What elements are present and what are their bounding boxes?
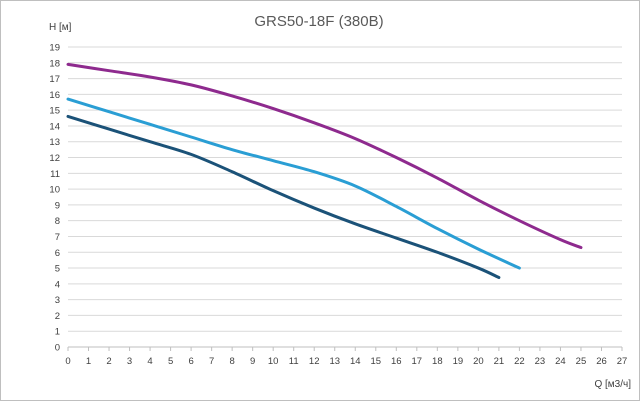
x-tick-label: 6 — [188, 356, 193, 367]
x-tick-label: 4 — [147, 356, 152, 367]
x-tick-label: 12 — [309, 356, 320, 367]
x-tick-label: 5 — [168, 356, 173, 367]
x-tick-label: 26 — [596, 356, 607, 367]
x-tick-label: 3 — [127, 356, 132, 367]
y-tick-label: 7 — [55, 232, 60, 243]
series-line-1 — [66, 62, 583, 250]
grid-layer — [68, 46, 622, 332]
x-tick-label: 9 — [250, 356, 255, 367]
x-tick-label: 19 — [453, 356, 464, 367]
axis-layer — [67, 346, 623, 351]
y-tick-label: 14 — [49, 121, 60, 132]
x-tick-label: 27 — [617, 356, 628, 367]
x-tick-label: 14 — [350, 356, 361, 367]
y-tick-label: 10 — [49, 185, 60, 196]
chart-title: GRS50-18F (380В) — [254, 13, 383, 30]
x-tick-label: 0 — [65, 356, 70, 367]
y-tick-label: 2 — [55, 311, 60, 322]
x-tick-label: 2 — [106, 356, 111, 367]
y-tick-label: 15 — [49, 106, 60, 117]
y-tick-label: 8 — [55, 216, 60, 227]
x-tick-label: 25 — [576, 356, 587, 367]
x-tick-label: 16 — [391, 356, 402, 367]
x-tick-label: 18 — [432, 356, 443, 367]
x-axis-label: Q [м3/ч] — [594, 379, 631, 390]
series-line-3 — [66, 114, 501, 280]
x-tick-label: 23 — [535, 356, 546, 367]
y-axis-label: H [м] — [49, 22, 72, 33]
y-tick-label: 1 — [55, 327, 60, 338]
y-tick-label: 6 — [55, 248, 60, 259]
x-tick-label: 1 — [86, 356, 91, 367]
y-tick-label: 5 — [55, 264, 60, 275]
x-tick-label: 10 — [268, 356, 279, 367]
x-tick-label: 17 — [412, 356, 423, 367]
x-tick-label: 7 — [209, 356, 214, 367]
x-tick-label: 11 — [289, 356, 299, 367]
y-tick-label: 16 — [49, 90, 60, 101]
y-tick-label: 11 — [50, 169, 60, 180]
x-tick-label: 24 — [555, 356, 566, 367]
y-tick-label: 9 — [55, 200, 60, 211]
y-tick-label: 13 — [49, 137, 60, 148]
y-tick-label: 3 — [55, 295, 60, 306]
x-tick-label: 20 — [473, 356, 484, 367]
y-tick-label: 18 — [49, 58, 60, 69]
x-tick-label: 8 — [229, 356, 234, 367]
x-tick-label: 21 — [494, 356, 505, 367]
x-tick-label: 13 — [329, 356, 340, 367]
series-layer — [66, 62, 583, 280]
x-tick-label: 22 — [514, 356, 525, 367]
y-tick-label: 19 — [49, 43, 60, 54]
y-tick-label: 4 — [55, 279, 60, 290]
series-line-2 — [66, 97, 521, 270]
y-tick-label: 12 — [49, 153, 60, 164]
x-tick-label: 15 — [370, 356, 381, 367]
y-tick-label: 0 — [55, 343, 60, 354]
y-tick-label: 17 — [49, 74, 60, 85]
